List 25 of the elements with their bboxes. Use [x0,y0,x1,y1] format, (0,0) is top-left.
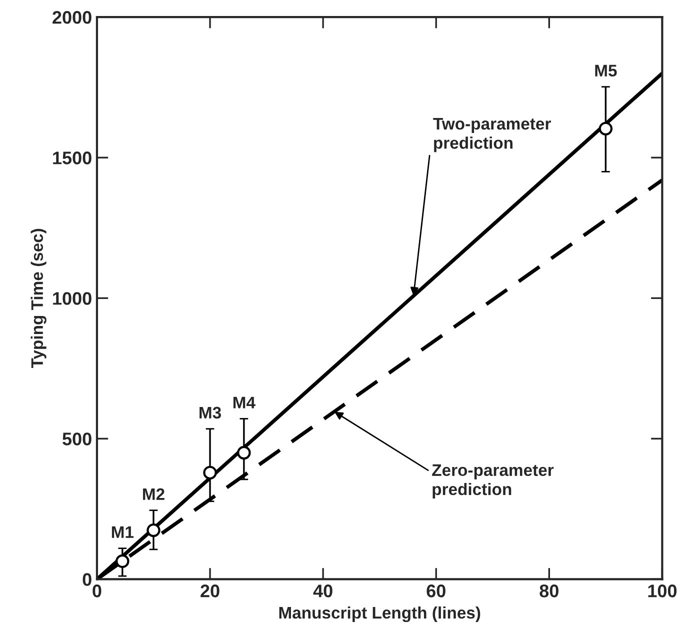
y-axis-title: Typing Time (sec) [30,228,46,368]
x-axis-title: Manuscript Length (lines) [279,606,480,622]
annotation: Two-parameter prediction [433,118,551,152]
x-tick-label: 0 [92,584,102,598]
point [598,122,613,136]
y-tick-label: 0 [82,573,92,586]
x-tick-label: 40 [313,584,332,598]
y-tick-label: 1500 [53,152,92,164]
y-tick-label: 1000 [53,292,92,305]
point [237,446,251,460]
annotation: Zero-parameter prediction [432,464,554,498]
y-tick-label: 500 [62,432,92,446]
point [203,466,217,480]
annotation: M3 [200,406,221,419]
point [146,523,160,538]
annotation: M1 [112,526,134,538]
annotation: M4 [233,396,256,408]
x-tick-label: 80 [540,584,558,598]
y-tick-label: 2000 [52,11,92,24]
annotation: M2 [143,488,164,500]
annotation: M5 [595,64,617,77]
x-tick-label: 60 [426,584,446,598]
x-tick-label: 20 [200,584,220,598]
x-tick-label: 100 [648,584,677,598]
point [116,554,130,568]
